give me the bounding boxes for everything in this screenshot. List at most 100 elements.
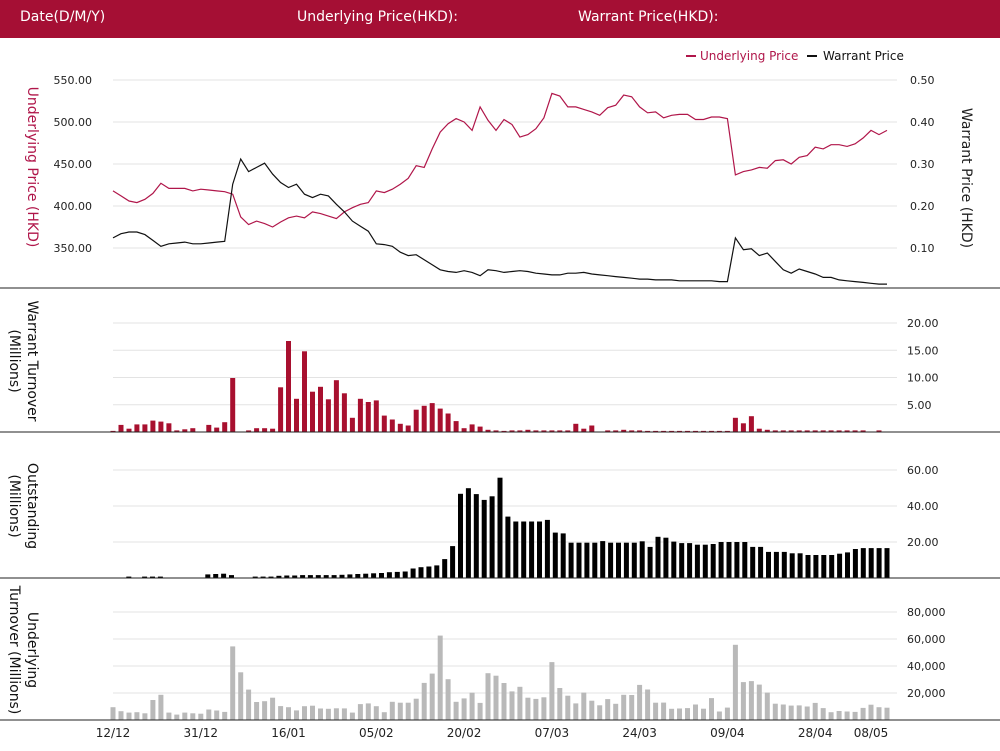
bar: [276, 575, 282, 578]
bar: [756, 684, 762, 720]
bar: [481, 499, 487, 578]
price-chart: 550.00 500.00 450.00 400.00 350.00 0.50 0.40 0.…: [0, 49, 1000, 289]
bar: [541, 430, 547, 432]
bar: [426, 566, 432, 578]
bar: [294, 398, 299, 432]
bar: [254, 428, 260, 432]
bar: [118, 711, 124, 720]
bar: [386, 572, 392, 578]
bar: [270, 428, 276, 432]
bar: [844, 430, 850, 432]
warrant-turnover-chart: 20.00 15.00 10.00 5.00 Warrant Turnover(Mill…: [0, 300, 1000, 433]
bar: [581, 428, 587, 432]
bar: [453, 421, 459, 432]
bar: [685, 430, 690, 432]
bar: [533, 698, 539, 720]
bar: [661, 430, 667, 432]
y-right-tick-label: 0.40: [910, 116, 935, 129]
bar: [796, 430, 802, 432]
bar: [381, 415, 387, 432]
bar: [347, 574, 353, 578]
bar: [501, 430, 507, 432]
bar: [517, 430, 523, 432]
bar: [560, 533, 566, 578]
bar: [413, 409, 419, 432]
bar: [549, 662, 555, 720]
bar: [576, 542, 582, 578]
charts-area: 550.00 500.00 450.00 400.00 350.00 0.50 0.40 0.…: [0, 49, 1000, 740]
bar: [876, 430, 882, 432]
bar: [268, 576, 274, 578]
bar: [461, 428, 467, 432]
y-axis-label-line: Turnover (Millions): [6, 585, 22, 715]
x-tick-label: 08/05: [854, 726, 889, 740]
bar: [781, 551, 787, 578]
bar: [238, 672, 244, 720]
bar: [485, 429, 491, 432]
bar: [315, 575, 321, 578]
bar: [605, 430, 611, 432]
bar: [687, 543, 693, 578]
bar: [325, 399, 331, 432]
bar: [732, 644, 738, 720]
y-tick-label: 20.00: [907, 317, 939, 330]
bar: [222, 711, 228, 720]
bar: [702, 544, 708, 578]
bar: [206, 709, 212, 720]
bar: [884, 707, 890, 720]
bar: [157, 576, 163, 578]
bar: [726, 542, 732, 578]
legend: Underlying Price Warrant Price: [686, 49, 904, 63]
bar: [302, 351, 307, 432]
header-bar: Date(D/M/Y) Underlying Price(HKD): Warra…: [0, 0, 1000, 38]
bar: [557, 688, 563, 720]
y-tick-label: 15.00: [907, 344, 939, 357]
bar: [365, 402, 371, 432]
bar: [450, 546, 456, 578]
bar: [764, 692, 770, 720]
bar: [868, 548, 874, 578]
bar: [852, 711, 858, 720]
bar: [716, 711, 722, 720]
bar: [797, 553, 803, 578]
x-tick-label: 20/02: [447, 726, 482, 740]
bar: [252, 576, 258, 578]
bar: [513, 521, 519, 578]
bar: [716, 430, 722, 432]
bar: [780, 704, 786, 720]
y-right-tick-label: 0.50: [910, 74, 935, 87]
y-left-tick-label: 500.00: [54, 116, 93, 129]
bar: [284, 575, 290, 578]
bar: [677, 430, 682, 432]
bar: [597, 705, 603, 720]
bar: [772, 430, 778, 432]
y-tick-label: 80,000: [907, 606, 946, 619]
bar: [589, 425, 595, 432]
bar: [262, 701, 268, 720]
bar: [307, 575, 313, 578]
y-tick-label: 60,000: [907, 633, 946, 646]
bar: [509, 430, 515, 432]
y-axis-label-line: (Millions): [6, 329, 22, 392]
bar: [773, 551, 779, 578]
outstanding-chart: 60.00 40.00 20.00 Outstanding(Millions): [0, 463, 1000, 579]
bar: [379, 573, 384, 578]
bar: [413, 698, 419, 720]
bar: [653, 702, 659, 720]
bar: [302, 706, 307, 720]
x-tick-label: 16/01: [271, 726, 306, 740]
bar: [647, 546, 653, 578]
bar: [623, 542, 629, 578]
bar: [525, 697, 531, 720]
y-right-axis-label: Warrant Price (HKD): [958, 108, 974, 248]
bar: [142, 576, 148, 578]
bar: [402, 571, 408, 578]
bar: [812, 430, 818, 432]
underlying-price-label: Underlying Price(HKD):: [297, 9, 458, 25]
bar: [701, 708, 706, 720]
bar: [693, 704, 698, 720]
bar: [685, 708, 690, 720]
bar: [371, 573, 377, 578]
bar: [742, 542, 748, 578]
bar: [134, 424, 140, 432]
